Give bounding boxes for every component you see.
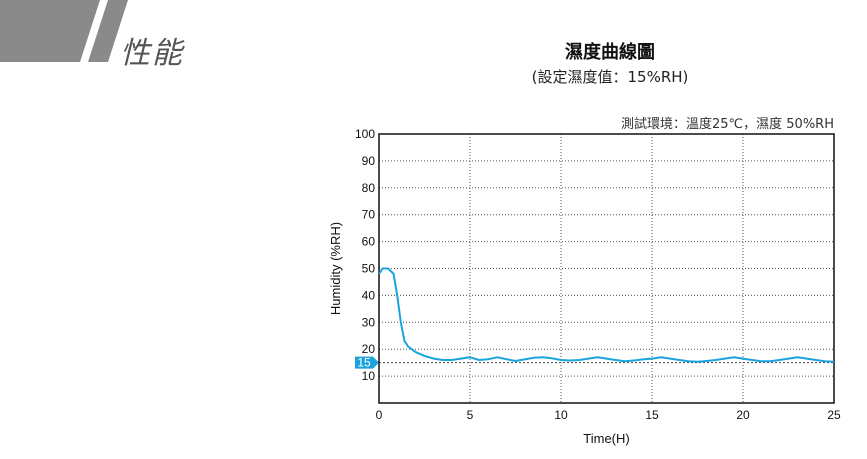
x-tick-label: 25 — [827, 408, 841, 422]
setpoint-label: 15 — [357, 356, 371, 370]
section-title: 性能 — [120, 36, 184, 71]
y-tick-label: 100 — [355, 127, 375, 141]
y-tick-label: 70 — [362, 208, 376, 222]
y-tick-label: 80 — [362, 181, 376, 195]
y-tick-label: 30 — [362, 315, 376, 329]
x-tick-label: 20 — [736, 408, 750, 422]
setpoint-group: 15 — [355, 356, 834, 370]
chart-title: 濕度曲線圖 — [565, 42, 655, 63]
grid-lines — [379, 134, 834, 403]
setpoint-marker — [355, 356, 379, 369]
x-tick-label: 0 — [376, 408, 383, 422]
y-axis-label: Humidity (%RH) — [328, 222, 343, 315]
test-condition-note: 測試環境：溫度25℃，濕度 50%RH — [621, 116, 834, 132]
series-lines — [378, 267, 835, 363]
y-tick-label: 50 — [362, 262, 376, 276]
x-tick-label: 15 — [645, 408, 659, 422]
y-tick-label: 90 — [362, 154, 376, 168]
y-tick-label: 60 — [362, 235, 376, 249]
plot-frame — [378, 133, 835, 404]
x-tick-label: 5 — [467, 408, 474, 422]
chart-subtitle: (設定濕度值：15%RH) — [531, 68, 689, 86]
x-axis-label: Time(H) — [583, 431, 629, 446]
y-tick-label: 10 — [362, 369, 376, 383]
humidity-series-line — [378, 267, 835, 363]
x-tick-label: 10 — [554, 408, 568, 422]
y-tick-label: 20 — [362, 342, 376, 356]
y-tick-label: 40 — [362, 288, 376, 302]
section-banner-graphic — [0, 0, 128, 62]
